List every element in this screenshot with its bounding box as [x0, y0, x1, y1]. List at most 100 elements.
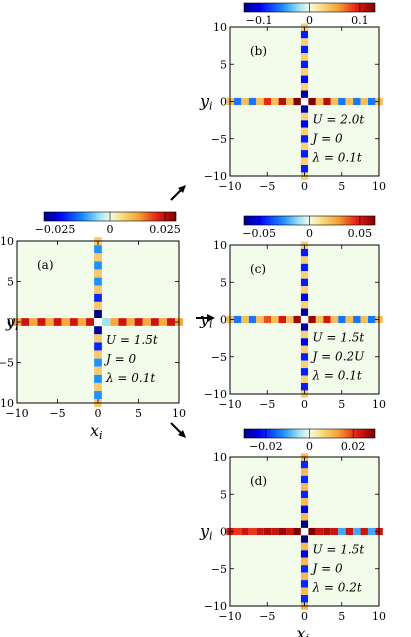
heatmap-cell [300, 60, 309, 69]
heatmap-cell [308, 315, 316, 324]
heatmap-cell [300, 513, 309, 521]
heatmap-cell [300, 127, 309, 136]
heatmap-cell [94, 261, 102, 270]
heatmap-cell [61, 318, 70, 326]
heatmap-cell [233, 315, 242, 324]
y-axis-label: yi [199, 522, 213, 543]
heatmap-cell [300, 360, 309, 369]
heatmap-cell [300, 498, 309, 506]
heatmap-cell [300, 565, 309, 573]
heatmap-cell [300, 308, 309, 316]
x-tick-label: 10 [172, 407, 186, 420]
heatmap-cell [315, 315, 324, 324]
heatmap-cell [118, 318, 127, 326]
heatmap-cell [300, 263, 309, 272]
x-tick-label: −10 [218, 398, 241, 411]
heatmap-cell [271, 527, 279, 536]
x-tick-label: 0 [301, 610, 308, 623]
y-tick-label: −5 [0, 357, 14, 370]
heatmap-cell [300, 475, 309, 484]
y-tick-label: 5 [220, 276, 227, 289]
x-tick-label: −5 [259, 398, 275, 411]
y-tick-label: 5 [7, 276, 14, 289]
heatmap-cell [338, 527, 346, 536]
heatmap-cell [286, 315, 294, 324]
heatmap-cell [94, 293, 102, 302]
y-tick-label: 10 [0, 235, 14, 248]
heatmap-cell [300, 165, 309, 173]
heatmap-cell [315, 527, 324, 536]
heatmap-cell [300, 338, 309, 346]
heatmap-cell [150, 318, 159, 326]
x-tick-label: 5 [338, 180, 345, 193]
heatmap-cell [300, 53, 309, 61]
heatmap-cell [300, 142, 309, 151]
y-tick-label: −5 [211, 563, 227, 576]
heatmap-cell [263, 527, 272, 536]
heatmap-cell [345, 315, 354, 324]
colorbar-tick-label: 0.02 [341, 440, 366, 453]
heatmap-cell [300, 572, 309, 581]
heatmap-cell [300, 293, 309, 301]
heatmap-cell [300, 278, 309, 287]
heatmap-cell [94, 277, 102, 286]
heatmap-cell [293, 527, 301, 536]
panel-a: −10 10 −5 5 0 0 5 −5 10 −10 yi xi (a) U = 1.5t J = 0 λ … [0, 211, 186, 442]
x-tick-label: −5 [259, 180, 275, 193]
heatmap-cell [308, 527, 316, 536]
colorbar: −0.05 0 0.05 [242, 215, 376, 240]
heatmap-cell [248, 527, 257, 536]
x-axis-label: xi [90, 421, 103, 442]
heatmap-cell [345, 527, 354, 536]
y-tick-label: −10 [0, 397, 14, 410]
heatmap-cell [248, 97, 257, 106]
heatmap-cell [300, 580, 309, 588]
y-axis-label: yi [199, 92, 213, 113]
heatmap-cell [293, 315, 301, 324]
heatmap-cell [300, 120, 309, 128]
heatmap-cell [360, 527, 368, 536]
heatmap-cell [94, 350, 102, 359]
heatmap-cell [300, 68, 309, 76]
heatmap-cell [300, 520, 309, 528]
heatmap-cell [286, 527, 294, 536]
x-tick-label: 0 [95, 407, 102, 420]
colorbar-tick-label: −0.02 [249, 440, 283, 453]
heatmap-cell [278, 315, 286, 324]
colorbar-tick-label: −0.025 [35, 223, 76, 236]
x-tick-label: 5 [135, 407, 142, 420]
heatmap-cell [45, 318, 54, 326]
x-tick-label: 10 [372, 610, 386, 623]
y-tick-label: 0 [7, 316, 14, 329]
heatmap-cell [323, 97, 331, 106]
parameter-annotation: J = 0.2U [310, 350, 366, 364]
heatmap-cell [353, 315, 361, 324]
colorbar-tick-label: 0.05 [348, 227, 373, 240]
y-tick-label: −10 [204, 388, 227, 401]
heatmap-cell [300, 150, 309, 158]
panel-d: −10 10 −5 5 0 0 5 −5 10 −10 yi xi (d) U = 1.5t J = 0 λ … [199, 428, 386, 637]
y-tick-label: 0 [220, 526, 227, 539]
heatmap-cell [278, 97, 286, 106]
heatmap-cell [300, 105, 309, 113]
heatmap-cell [94, 310, 102, 319]
x-tick-label: −10 [5, 407, 28, 420]
colorbar-tick-label: 0.025 [149, 223, 181, 236]
y-tick-label: −5 [211, 351, 227, 364]
heatmap-cell [278, 527, 286, 536]
panel-b: −10 10 −5 5 0 0 5 −5 10 −10 yi (b) U = 2.0t J = 0 λ = … [199, 2, 386, 193]
heatmap-cell [300, 157, 309, 165]
heatmap-cell [263, 97, 272, 106]
heatmap-cell [94, 326, 102, 335]
heatmap-cell [271, 97, 279, 106]
arrow-to-c [196, 314, 215, 322]
heatmap-cell [94, 269, 102, 278]
heatmap-cell [94, 285, 102, 294]
heatmap-cell [256, 97, 264, 106]
heatmap-cell [94, 334, 102, 343]
colorbar-tick-label: 0 [306, 14, 313, 27]
heatmap-cell [300, 375, 309, 383]
parameter-annotation: U = 2.0t [313, 113, 365, 127]
heatmap-cell [300, 83, 309, 91]
